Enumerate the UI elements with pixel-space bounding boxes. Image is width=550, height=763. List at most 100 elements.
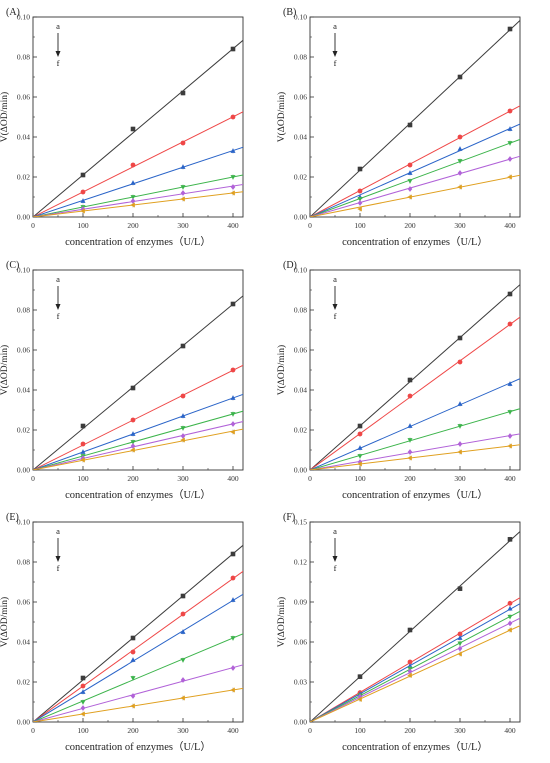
series-e-fit-line <box>33 664 243 722</box>
series-c-point <box>407 423 413 428</box>
arrow-top-label: a <box>56 274 60 284</box>
series-b-fit-line <box>33 364 243 470</box>
series-c-point <box>357 445 363 450</box>
y-tick-label: 0.12 <box>294 558 307 567</box>
y-tick-label: 0.08 <box>294 53 307 62</box>
series-d-point <box>180 658 186 663</box>
series-d-fit-line <box>310 138 520 217</box>
panel-label: (D) <box>283 260 297 271</box>
series-d-point <box>180 185 186 190</box>
y-tick-label: 0.02 <box>294 426 307 435</box>
series-d-fit-line <box>310 610 520 722</box>
series-f-fit-line <box>33 428 243 470</box>
series-a-point <box>457 74 463 80</box>
series-b-fit-line <box>33 111 243 217</box>
series-a-point <box>230 551 236 557</box>
series-f-point <box>457 651 462 657</box>
series-e-point <box>457 441 463 447</box>
series-f-point <box>130 703 135 709</box>
y-tick-label: 0.06 <box>294 638 307 647</box>
series-d-fit-line <box>33 174 243 217</box>
series-a-point <box>357 674 363 679</box>
x-tick-label: 0 <box>31 474 35 483</box>
series-a-fit-line <box>33 39 243 217</box>
y-axis-label: V(ΔOD/min) <box>0 92 10 142</box>
y-tick-label: 0.10 <box>17 266 30 275</box>
series-e-fit-line <box>310 155 520 217</box>
series-c-point <box>130 431 136 436</box>
series-f-point <box>407 455 412 461</box>
x-tick-label: 200 <box>404 474 416 483</box>
series-a-point <box>457 335 463 341</box>
series-e-fit-line <box>33 421 243 470</box>
x-axis-label: concentration of enzymes（U/L） <box>342 741 488 753</box>
series-b-fit-line <box>310 597 520 722</box>
x-tick-label: 100 <box>77 474 89 483</box>
y-tick-label: 0.04 <box>294 386 307 395</box>
trend-arrow-head <box>332 304 338 310</box>
x-axis-label: concentration of enzymes（U/L） <box>65 489 211 501</box>
y-tick-label: 0.04 <box>17 133 30 142</box>
y-tick-label: 0.00 <box>17 213 30 222</box>
series-d-point <box>130 195 136 200</box>
y-tick-label: 0.09 <box>294 598 307 607</box>
series-b-point <box>180 393 186 399</box>
series-c-point <box>80 449 86 454</box>
panel-label: (F) <box>283 512 295 523</box>
x-tick-label: 100 <box>77 221 89 230</box>
series-d-fit-line <box>33 633 243 722</box>
arrow-top-label: a <box>333 526 337 536</box>
x-tick-label: 400 <box>227 221 239 230</box>
series-a-fit-line <box>33 295 243 470</box>
series-a-fit-line <box>310 283 520 470</box>
series-f-point <box>130 447 135 453</box>
series-d-point <box>80 700 86 705</box>
x-tick-label: 400 <box>227 726 239 735</box>
panel-label: (E) <box>6 512 19 523</box>
x-axis-label: concentration of enzymes（U/L） <box>65 741 211 753</box>
panel-label: (B) <box>283 7 296 18</box>
arrow-top-label: a <box>56 21 60 31</box>
series-e-point <box>407 449 413 455</box>
y-tick-label: 0.04 <box>17 386 30 395</box>
plot-frame <box>32 269 244 471</box>
series-f-point <box>457 449 462 455</box>
y-tick-label: 0.04 <box>294 133 307 142</box>
series-d-point <box>457 424 463 429</box>
series-d-fit-line <box>310 408 520 470</box>
series-a-fit-line <box>33 544 243 722</box>
series-c-fit-line <box>310 603 520 722</box>
series-d-point <box>357 454 363 459</box>
y-tick-label: 0.03 <box>294 678 307 687</box>
series-a-point <box>80 172 86 178</box>
series-f-point <box>80 208 85 214</box>
arrow-bottom-label: f <box>57 58 60 68</box>
series-a-point <box>180 593 186 599</box>
series-b-point <box>80 441 86 447</box>
series-d-point <box>130 440 136 445</box>
series-e-point <box>507 433 513 439</box>
series-a-point <box>130 635 136 641</box>
series-c-fit-line <box>310 378 520 470</box>
x-tick-label: 0 <box>31 726 35 735</box>
series-a-point <box>507 26 513 32</box>
trend-arrow-head <box>332 51 338 57</box>
panel-label: (C) <box>6 260 19 271</box>
x-tick-label: 200 <box>404 221 416 230</box>
series-a-point <box>80 675 86 681</box>
series-a-point <box>230 46 236 52</box>
series-f-point <box>130 202 135 208</box>
series-c-point <box>230 597 236 602</box>
series-b-point <box>130 417 136 423</box>
x-axis-label: concentration of enzymes（U/L） <box>342 236 488 248</box>
series-a-point <box>457 586 463 591</box>
series-e-point <box>130 443 136 449</box>
series-f-point <box>407 672 412 678</box>
series-f-fit-line <box>310 174 520 217</box>
series-e-point <box>507 620 513 627</box>
plot-frame <box>32 521 244 723</box>
series-c-point <box>130 180 136 185</box>
series-b-point <box>457 631 463 637</box>
x-tick-label: 200 <box>127 726 139 735</box>
x-tick-label: 200 <box>404 726 416 735</box>
